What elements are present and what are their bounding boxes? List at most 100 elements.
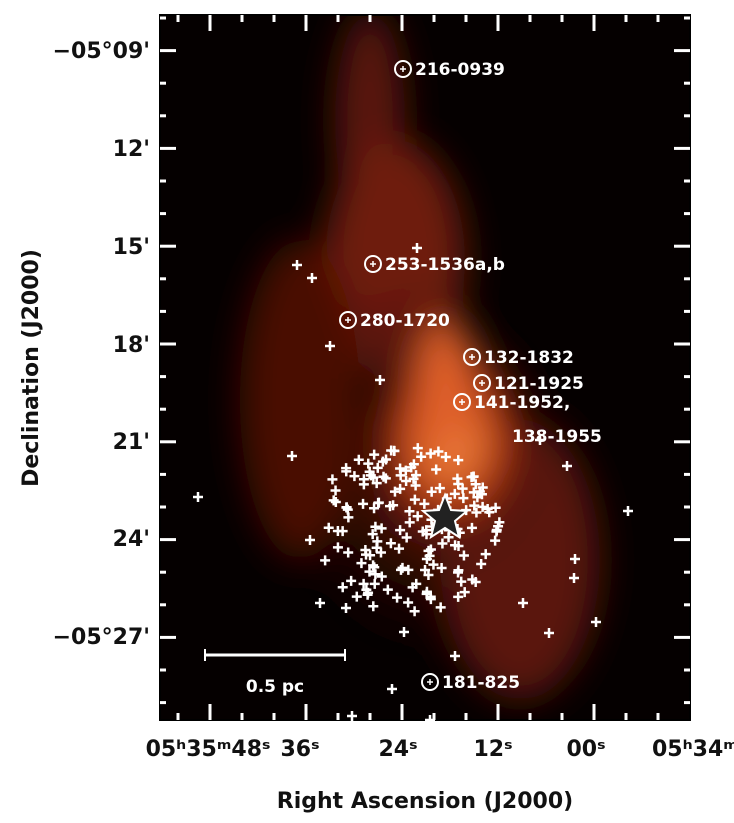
star-marker — [392, 592, 403, 603]
star-marker — [369, 449, 380, 460]
star-marker — [404, 517, 415, 528]
star-marker — [399, 627, 409, 637]
star-marker — [367, 529, 378, 540]
star-marker — [569, 573, 579, 583]
star-marker — [490, 535, 501, 546]
source-circle — [453, 393, 471, 411]
star-marker — [466, 472, 477, 483]
star-marker — [456, 576, 467, 587]
source-label: 121-1925 — [494, 374, 584, 394]
source-dot — [370, 261, 376, 267]
y-tick-label: 18' — [113, 333, 150, 358]
star-marker — [370, 521, 381, 532]
star-marker — [372, 536, 383, 547]
central-star — [420, 492, 470, 540]
star-marker — [330, 485, 341, 496]
source-label: 141-1952, — [474, 393, 570, 413]
star-marker — [400, 465, 411, 476]
x-tick-label: 00ˢ — [567, 737, 606, 762]
source-circle — [463, 348, 481, 366]
source-dot — [427, 679, 433, 685]
star-marker — [450, 540, 461, 551]
star-marker — [458, 493, 469, 504]
y-tick-label: 21' — [113, 430, 150, 455]
star-marker — [518, 598, 528, 608]
star-marker — [490, 502, 501, 513]
star-marker — [408, 473, 419, 484]
star-marker — [327, 474, 338, 485]
source-circle — [473, 374, 491, 392]
star-marker — [470, 577, 481, 588]
source-label: 138-1955 — [512, 427, 602, 447]
star-marker — [364, 466, 375, 477]
star-marker — [347, 711, 357, 721]
y-tick-label: 15' — [113, 235, 150, 260]
source-dot — [400, 66, 406, 72]
star-marker — [412, 243, 422, 253]
y-tick-label: 12' — [113, 137, 150, 162]
star-marker — [385, 538, 396, 549]
star-marker — [421, 525, 432, 536]
star-marker — [424, 550, 435, 561]
star-marker — [341, 603, 351, 613]
star-marker — [407, 582, 418, 593]
star-marker — [375, 375, 385, 385]
star-marker — [358, 498, 369, 509]
star-marker — [332, 542, 343, 553]
star-marker — [328, 495, 339, 506]
star-marker — [544, 628, 554, 638]
star-marker — [449, 488, 460, 499]
star-marker — [453, 455, 464, 466]
star-marker — [477, 501, 488, 512]
star-marker — [305, 535, 315, 545]
star-marker — [395, 470, 406, 481]
star-marker — [466, 522, 477, 533]
star-marker — [320, 555, 331, 566]
star-marker — [401, 476, 412, 487]
source-circle — [339, 311, 357, 329]
star-marker — [376, 571, 387, 582]
star-marker — [623, 506, 633, 516]
star-marker — [370, 569, 381, 580]
star-marker — [470, 479, 481, 490]
star-marker — [369, 578, 380, 589]
star-marker — [325, 341, 335, 351]
x-tick-label: 05ʰ35ᵐ48ˢ — [146, 737, 271, 762]
star-marker — [287, 451, 297, 461]
star-marker — [471, 507, 482, 518]
star-marker — [425, 448, 436, 459]
star-marker — [373, 497, 384, 508]
star-marker — [410, 480, 421, 491]
x-tick-label: 36ˢ — [281, 737, 320, 762]
star-marker — [388, 500, 399, 511]
star-marker — [437, 538, 448, 549]
star-marker — [436, 562, 447, 573]
star-marker — [351, 591, 362, 602]
source-label: 280-1720 — [360, 311, 450, 331]
source-label: 132-1832 — [484, 348, 574, 368]
star-marker — [453, 565, 464, 576]
star-marker — [343, 547, 354, 558]
star-marker — [428, 559, 439, 570]
star-marker — [389, 486, 400, 497]
star-marker — [337, 582, 348, 593]
source-dot — [345, 317, 351, 323]
source-label: 253-1536a,b — [385, 255, 505, 275]
star-marker — [570, 554, 580, 564]
star-marker — [423, 570, 434, 581]
star-marker — [364, 566, 375, 577]
star-marker — [346, 575, 357, 586]
star-marker — [440, 452, 451, 463]
star-marker — [380, 473, 391, 484]
star-marker — [474, 486, 485, 497]
star-marker — [358, 479, 369, 490]
star-marker — [363, 587, 374, 598]
star-marker — [337, 526, 348, 537]
star-marker — [416, 451, 427, 462]
star-marker — [591, 617, 601, 627]
star-marker — [353, 454, 364, 465]
ticks — [160, 15, 690, 720]
source-circle — [394, 60, 412, 78]
star-marker — [408, 459, 419, 470]
